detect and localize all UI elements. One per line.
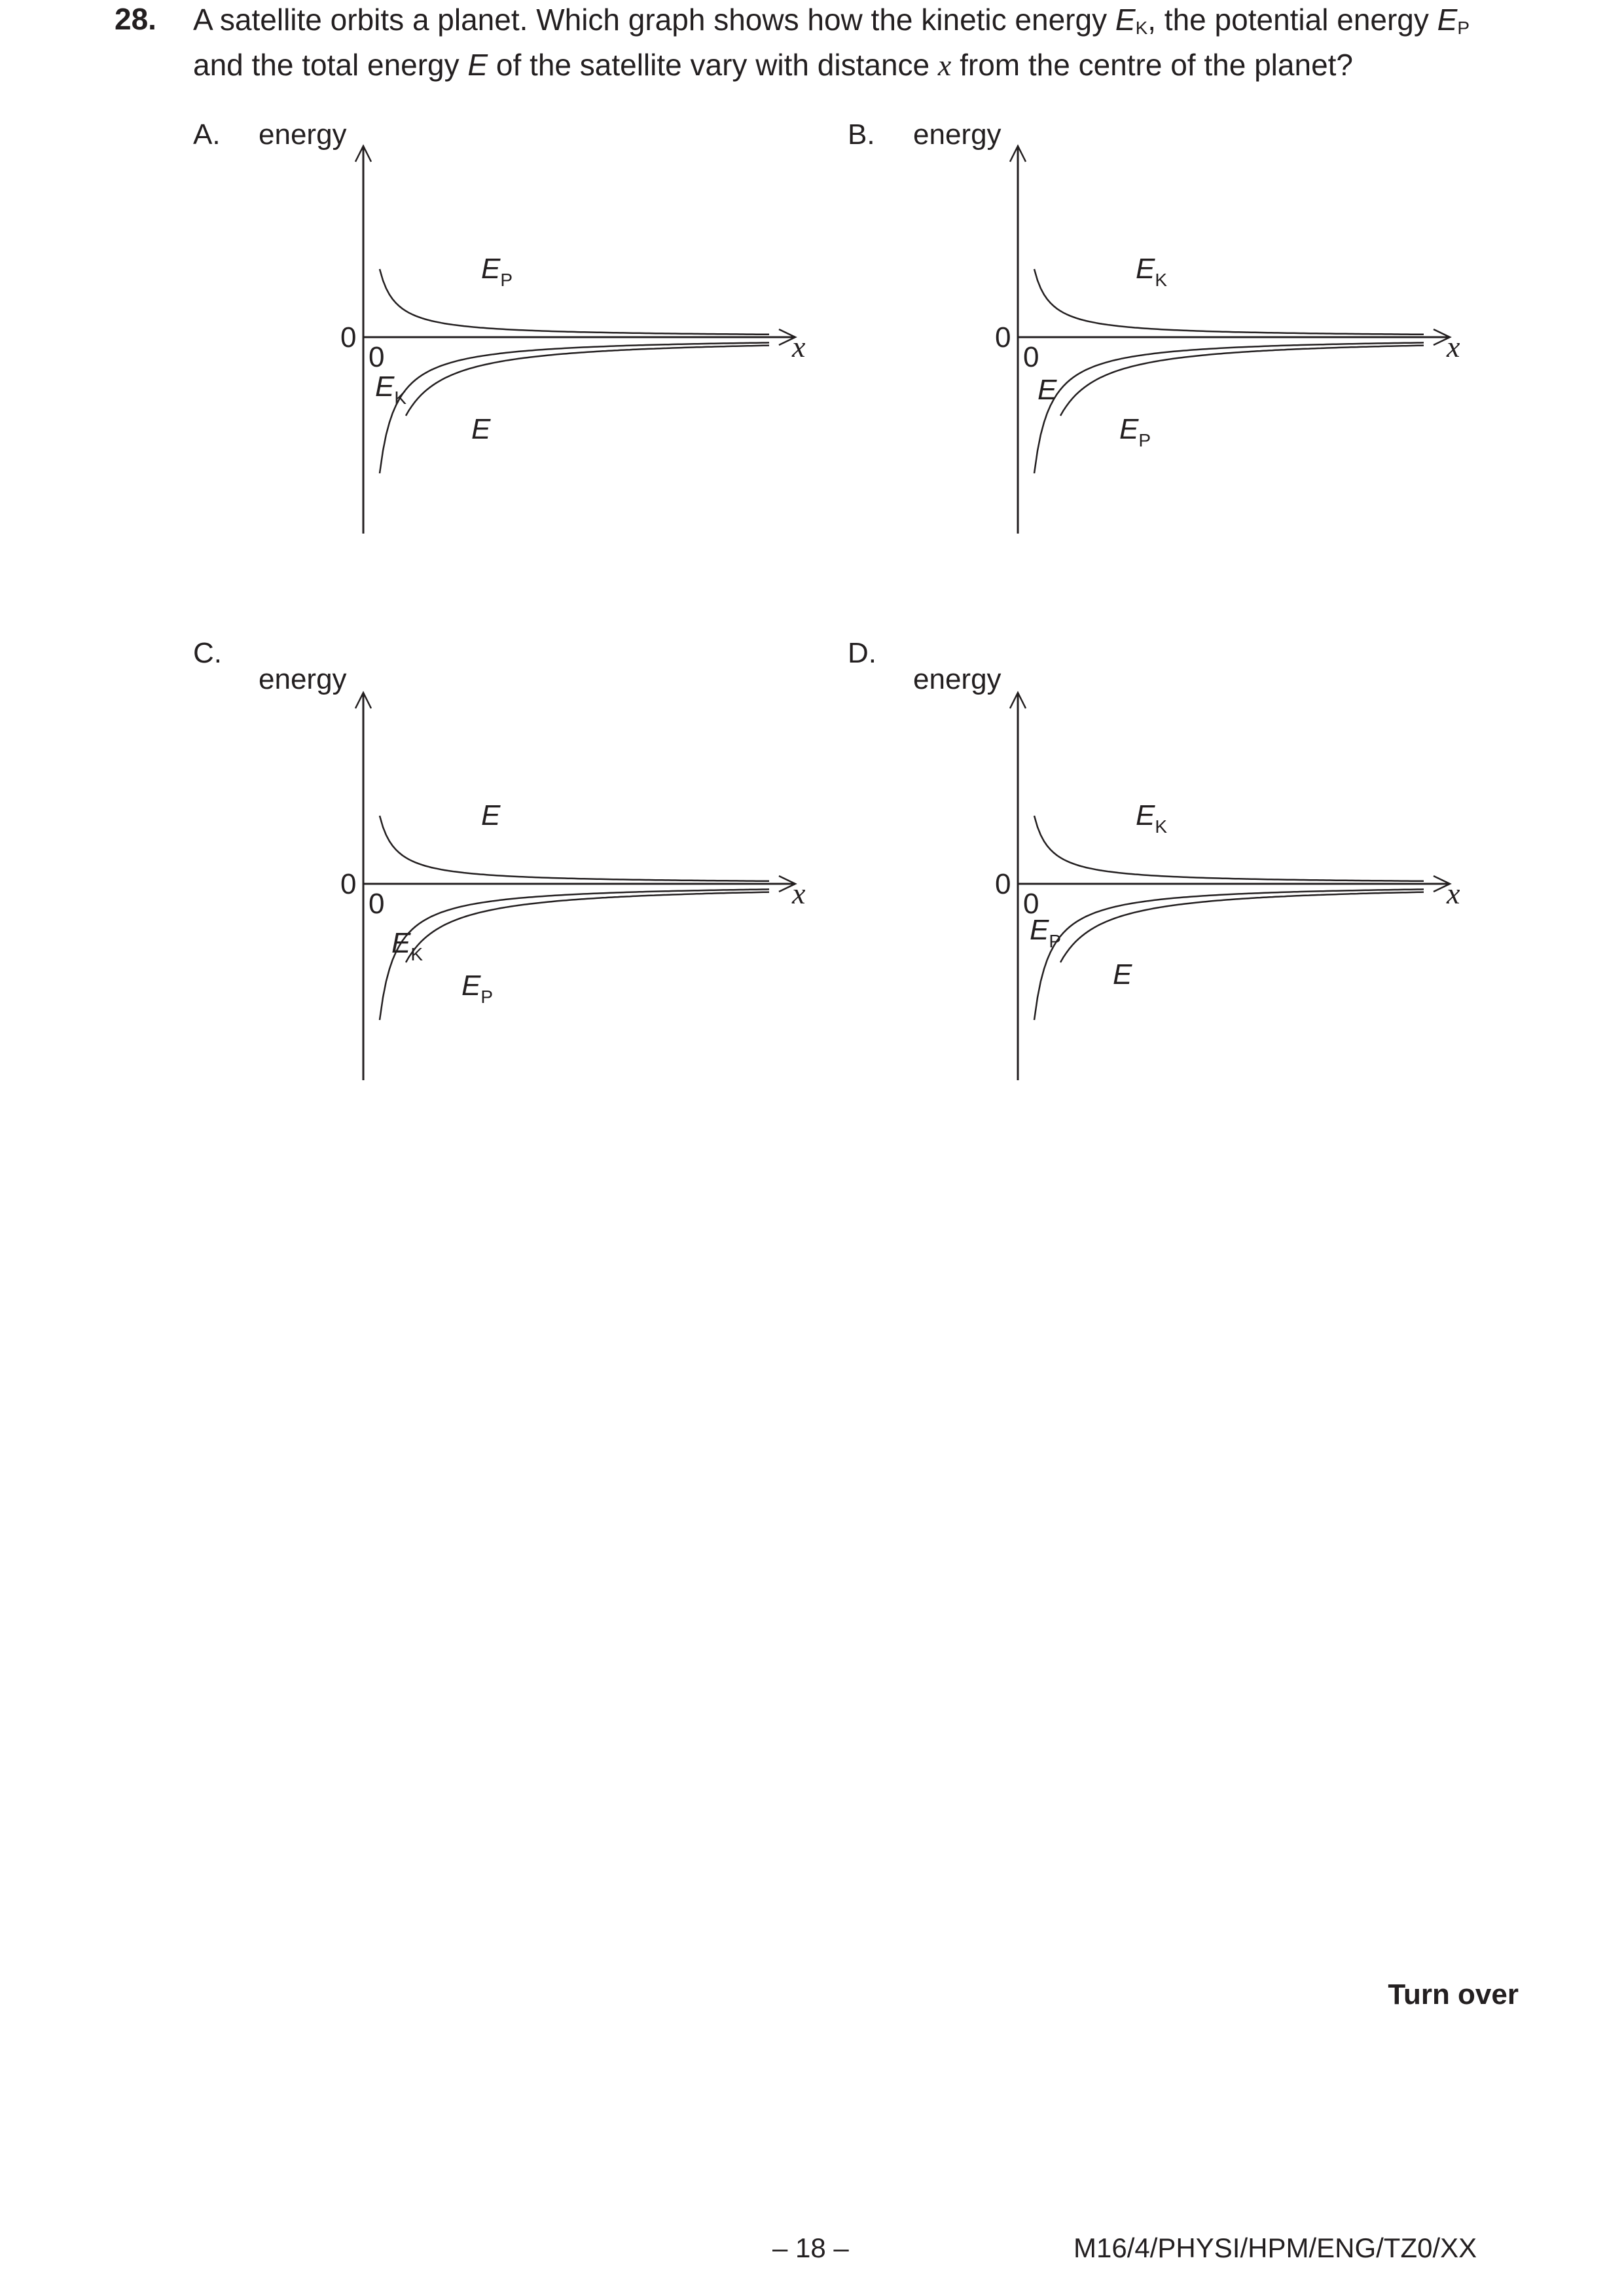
upper-curve-label: E bbox=[481, 799, 501, 831]
question-line-2: and the total energy E of the satellite … bbox=[193, 48, 1354, 82]
middle-curve bbox=[378, 888, 770, 1021]
origin-zero-x: 0 bbox=[369, 888, 384, 920]
upper-curve-label: EP bbox=[481, 253, 513, 290]
option-letter: D. bbox=[848, 637, 876, 669]
option-d-graph: D. energy x 00 EK EP E bbox=[848, 637, 1460, 1080]
upper-curve bbox=[1033, 268, 1424, 336]
question-text: A satellite orbits a planet. Which graph… bbox=[193, 1, 1535, 84]
middle-curve bbox=[1033, 342, 1424, 474]
option-b-graph: B. energy x 00 EK E EP bbox=[848, 118, 1460, 534]
x-axis-arrowhead bbox=[778, 875, 797, 893]
upper-curve bbox=[378, 815, 769, 883]
page-number: – 18 – bbox=[772, 2232, 849, 2263]
paper-code: M16/4/PHYSI/HPM/ENG/TZ0/XX bbox=[1074, 2232, 1477, 2263]
x-axis-label: x bbox=[1446, 877, 1460, 910]
upper-curve-label: EK bbox=[1136, 253, 1167, 290]
y-axis-arrowhead bbox=[354, 144, 372, 162]
question-line-1: A satellite orbits a planet. Which graph… bbox=[193, 3, 1470, 38]
lower-curve bbox=[1059, 344, 1424, 416]
y-axis-arrowhead bbox=[354, 691, 372, 709]
middle-curve bbox=[378, 342, 770, 474]
y-axis-label: energy bbox=[913, 663, 1001, 695]
y-axis-label: energy bbox=[259, 663, 347, 695]
y-axis-arrowhead bbox=[1009, 144, 1027, 162]
y-axis-arrowhead bbox=[1009, 691, 1027, 709]
origin-zero-y: 0 bbox=[995, 868, 1011, 900]
x-axis-label: x bbox=[791, 877, 806, 910]
upper-curve-label: EK bbox=[1136, 799, 1167, 837]
origin-zero-y: 0 bbox=[340, 868, 356, 900]
origin-zero-x: 0 bbox=[369, 341, 384, 373]
y-axis-label: energy bbox=[913, 118, 1001, 151]
option-a-graph: A. energy x 00 EP EK E bbox=[193, 118, 806, 534]
middle-curve bbox=[1033, 888, 1424, 1021]
lower-curve-label: EP bbox=[461, 970, 493, 1007]
x-axis-label: x bbox=[1446, 330, 1460, 363]
option-c-graph: C. energy x 00 E EK EP bbox=[193, 637, 806, 1080]
turn-over: Turn over bbox=[1388, 1978, 1519, 2011]
origin-zero-y: 0 bbox=[995, 321, 1011, 354]
option-letter: B. bbox=[848, 118, 875, 151]
lower-curve bbox=[405, 344, 770, 416]
origin-zero-x: 0 bbox=[1023, 341, 1039, 373]
middle-curve-label: EK bbox=[375, 371, 406, 408]
question-number: 28. bbox=[115, 2, 156, 36]
lower-curve bbox=[1059, 891, 1424, 963]
lower-curve bbox=[405, 891, 770, 963]
middle-curve-label: E bbox=[1038, 374, 1057, 406]
origin-zero-x: 0 bbox=[1023, 888, 1039, 920]
option-letter: C. bbox=[193, 637, 222, 669]
middle-curve-label: EP bbox=[1030, 914, 1061, 951]
x-axis-label: x bbox=[791, 330, 806, 363]
y-axis-label: energy bbox=[259, 118, 347, 151]
origin-zero-y: 0 bbox=[340, 321, 356, 354]
upper-curve bbox=[1033, 815, 1424, 883]
x-axis-arrowhead bbox=[778, 328, 797, 346]
option-letter: A. bbox=[193, 118, 221, 151]
lower-curve-label: EP bbox=[1119, 413, 1151, 450]
middle-curve-label: EK bbox=[391, 927, 423, 964]
x-axis-arrowhead bbox=[1433, 875, 1452, 893]
upper-curve bbox=[378, 268, 769, 336]
x-axis-arrowhead bbox=[1433, 328, 1452, 346]
lower-curve-label: E bbox=[471, 413, 491, 445]
lower-curve-label: E bbox=[1113, 958, 1132, 991]
